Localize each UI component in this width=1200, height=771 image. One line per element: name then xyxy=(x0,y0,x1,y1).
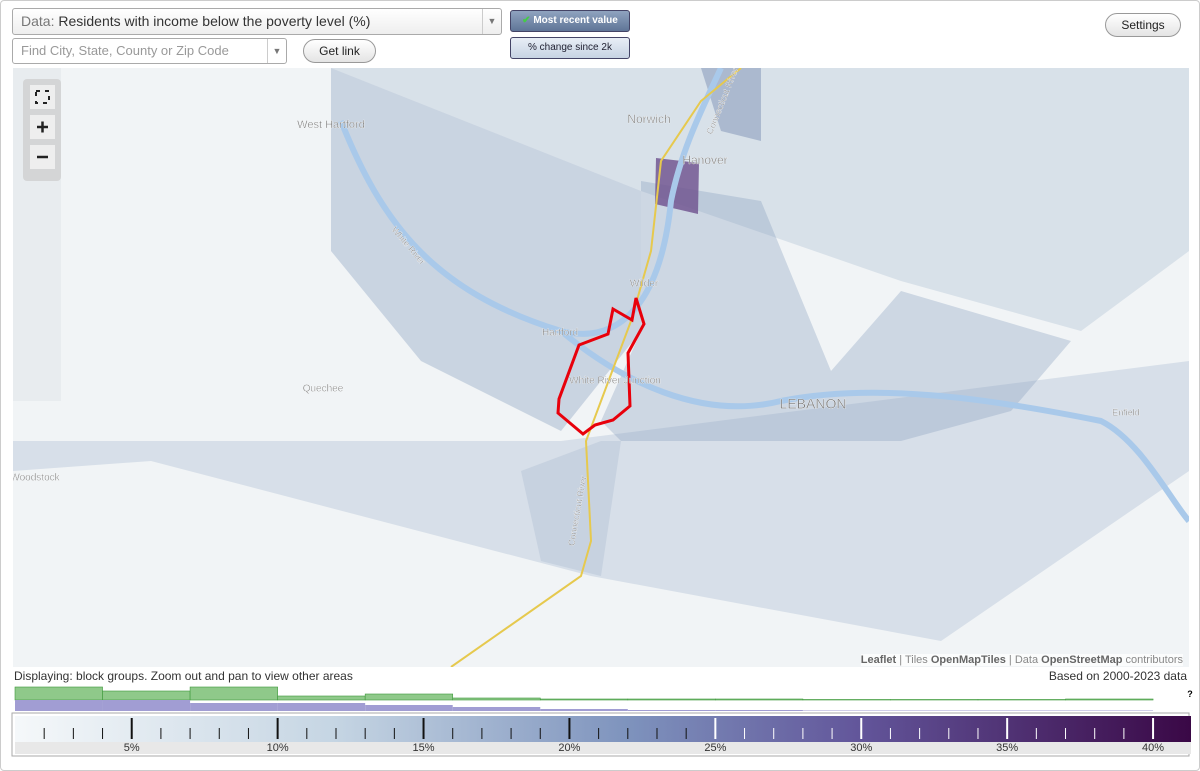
check-icon: ✔ xyxy=(522,15,531,26)
histogram-bar xyxy=(277,695,366,701)
histogram-bar xyxy=(715,698,804,701)
place-label: West Hartford xyxy=(297,119,365,131)
histogram-bar xyxy=(365,705,453,711)
attr-link[interactable]: OpenStreetMap xyxy=(1041,654,1123,666)
displaying-text: Displaying: block groups. Zoom out and p… xyxy=(14,669,353,683)
histogram-bar xyxy=(627,698,716,701)
attribution: Leaflet | Tiles OpenMapTiles | Data Open… xyxy=(860,654,1183,666)
legend-tick-label: 5% xyxy=(124,742,140,754)
histogram-bar xyxy=(540,709,628,711)
dropdown-arrow: ▼ xyxy=(482,9,501,34)
color-scale xyxy=(15,716,1191,742)
road xyxy=(450,68,742,667)
place-label: Enfield xyxy=(1112,407,1140,417)
place-label: Norwich xyxy=(627,112,670,126)
histogram-bar xyxy=(190,703,278,711)
place-label: White River Junction xyxy=(569,376,661,387)
place-label: LEBANON xyxy=(780,396,847,412)
attr-text: | xyxy=(899,654,903,666)
attr-link[interactable]: Leaflet xyxy=(860,654,897,666)
histogram-bar xyxy=(890,699,979,701)
histogram-bar xyxy=(452,707,541,711)
histogram-bar xyxy=(15,700,103,711)
histogram-bar xyxy=(627,710,716,711)
region xyxy=(331,68,641,431)
most-recent-toggle[interactable]: ✔ Most recent value xyxy=(510,10,630,32)
dropdown-arrow: ▼ xyxy=(267,39,286,63)
histogram-bar xyxy=(715,710,803,711)
histogram-bar xyxy=(977,699,1066,701)
search-placeholder: Find City, State, County or Zip Code xyxy=(21,43,229,58)
histogram-bar xyxy=(890,710,978,711)
histogram-bar xyxy=(102,700,191,711)
data-label: Data: xyxy=(21,13,55,29)
legend-tick-label: 40% xyxy=(1142,742,1164,754)
attr-link[interactable]: OpenMapTiles xyxy=(930,654,1006,666)
attr-text: Data xyxy=(1014,654,1039,666)
legend-label-band xyxy=(15,742,1191,754)
plus-icon xyxy=(37,121,48,133)
histogram-bar xyxy=(977,710,1066,711)
place-label: Wilder xyxy=(630,279,659,290)
data-select[interactable]: Data: Residents with income below the po… xyxy=(12,8,502,35)
histogram-bar xyxy=(1065,710,1154,711)
region xyxy=(601,181,1071,441)
get-link-button[interactable]: Get link xyxy=(303,39,376,63)
based-on-text: Based on 2000-2023 data xyxy=(1048,669,1187,683)
histogram-bar xyxy=(452,697,541,701)
histogram-bar xyxy=(14,686,103,701)
attr-text: Tiles xyxy=(904,654,928,666)
legend-tick-label: 10% xyxy=(267,742,289,754)
data-value: Residents with income below the poverty … xyxy=(58,13,371,29)
map[interactable]: West Hartford Norwich Hanover Wilder Hartfor… xyxy=(13,68,1189,667)
region xyxy=(521,441,621,576)
place-label: Hanover xyxy=(682,153,727,167)
histogram-bar xyxy=(802,710,891,711)
legend-tick-label: 30% xyxy=(850,742,872,754)
legend-tick-label: 25% xyxy=(704,742,726,754)
place-label: Quechee xyxy=(303,384,344,395)
legend-tick-label: 20% xyxy=(558,742,580,754)
place-label: Woodstock xyxy=(13,473,61,484)
histogram-bar xyxy=(189,686,278,701)
selected-outline[interactable] xyxy=(556,297,646,436)
legend: ? 5% 10% 15% 20% 25% 30% 35% 40% xyxy=(11,686,1193,757)
attr-text: | xyxy=(1008,654,1012,666)
histogram-bar xyxy=(102,690,191,701)
change-toggle[interactable]: % change since 2k xyxy=(510,37,630,59)
help-icon[interactable]: ? xyxy=(1187,689,1193,699)
search-input[interactable]: Find City, State, County or Zip Code ▼ xyxy=(12,38,287,64)
region xyxy=(701,68,761,141)
fullscreen-button[interactable] xyxy=(30,85,55,109)
histogram-bar xyxy=(802,699,891,701)
attr-text: contributors xyxy=(1125,654,1183,666)
fullscreen-icon xyxy=(35,90,50,104)
place-label: Hartford xyxy=(542,328,578,339)
legend-tick-label: 15% xyxy=(413,742,435,754)
histogram-bar xyxy=(364,693,454,701)
histogram-bar xyxy=(539,698,629,701)
histogram-bar xyxy=(277,703,366,711)
river xyxy=(338,68,1189,524)
legend-tick-label: 35% xyxy=(996,742,1018,754)
most-recent-text: Most recent value xyxy=(533,15,618,26)
histogram-bar xyxy=(1065,698,1154,701)
settings-button[interactable]: Settings xyxy=(1105,13,1181,37)
